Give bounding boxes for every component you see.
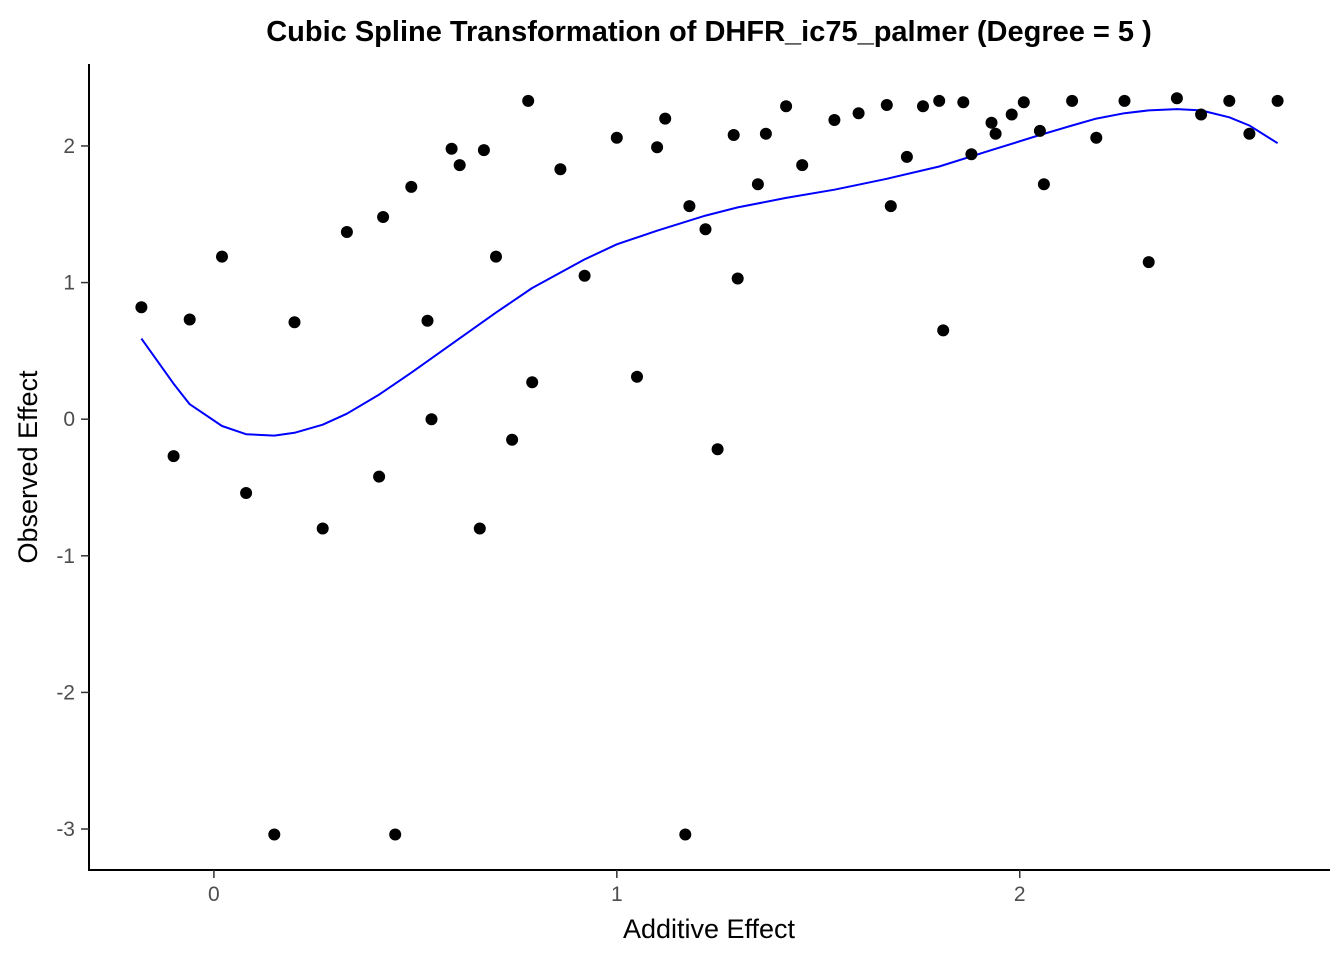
data-point-60	[1195, 108, 1208, 121]
data-point-26	[631, 370, 643, 383]
data-point-20	[506, 433, 519, 446]
data-point-61	[1223, 94, 1236, 107]
data-point-18	[477, 144, 490, 157]
data-point-41	[880, 99, 893, 111]
data-point-9	[373, 470, 386, 483]
data-point-44	[917, 100, 929, 113]
x-tick-label-2: 2	[1014, 883, 1026, 906]
data-point-62	[1243, 127, 1256, 140]
data-point-45	[933, 94, 946, 107]
data-point-10	[377, 211, 390, 223]
data-point-47	[957, 96, 970, 109]
data-point-34	[731, 272, 744, 285]
data-point-33	[727, 129, 740, 141]
data-point-8	[340, 226, 353, 238]
data-point-39	[828, 114, 841, 126]
data-point-36	[759, 127, 772, 140]
data-point-46	[937, 324, 950, 337]
y-tick-label-0: -3	[56, 818, 75, 841]
data-point-3	[216, 250, 228, 263]
data-point-27	[651, 141, 664, 154]
data-point-7	[316, 522, 329, 535]
data-point-43	[900, 150, 913, 163]
data-point-38	[796, 159, 809, 172]
data-point-31	[699, 223, 712, 236]
data-point-30	[683, 200, 696, 213]
data-point-57	[1118, 94, 1131, 107]
data-point-59	[1170, 92, 1183, 105]
data-point-22	[526, 376, 539, 389]
data-point-29	[679, 828, 692, 841]
data-point-54	[1037, 178, 1050, 191]
data-point-19	[490, 250, 502, 263]
data-point-12	[405, 180, 418, 193]
chart-title: Cubic Spline Transformation of DHFR_ic75…	[266, 16, 1152, 48]
data-point-48	[965, 148, 978, 161]
data-point-17	[473, 522, 486, 535]
data-point-50	[989, 127, 1002, 140]
data-point-56	[1090, 131, 1103, 144]
data-point-53	[1033, 124, 1046, 137]
y-tick-label-3: 0	[63, 408, 75, 431]
plot-area	[135, 92, 1284, 841]
data-point-21	[522, 94, 535, 107]
data-point-55	[1066, 94, 1079, 107]
data-point-4	[240, 487, 253, 499]
y-axis-ticks: -3 -2 -1 0 1 2	[56, 135, 89, 841]
data-point-13	[421, 314, 434, 327]
x-tick-label-1: 1	[611, 883, 623, 906]
data-point-25	[610, 131, 623, 144]
data-point-49	[985, 116, 998, 129]
x-tick-label-0: 0	[208, 883, 220, 906]
y-tick-label-5: 2	[63, 135, 75, 158]
y-tick-label-1: -2	[56, 681, 75, 704]
data-point-1	[167, 450, 180, 463]
data-point-28	[659, 112, 672, 125]
data-point-52	[1017, 96, 1030, 109]
data-point-0	[135, 301, 148, 314]
data-point-63	[1271, 94, 1284, 107]
data-point-15	[445, 142, 458, 155]
data-point-14	[425, 413, 438, 426]
data-point-37	[780, 100, 793, 113]
data-point-35	[751, 178, 764, 191]
data-point-40	[852, 107, 865, 120]
data-point-42	[884, 200, 897, 213]
data-point-2	[183, 313, 196, 326]
data-point-24	[578, 269, 591, 282]
data-point-32	[711, 443, 724, 456]
x-axis-ticks: 0 1 2	[208, 870, 1026, 906]
data-point-5	[268, 828, 281, 841]
data-point-58	[1142, 256, 1155, 269]
y-tick-label-4: 1	[63, 272, 75, 295]
y-tick-label-2: -1	[56, 545, 75, 568]
data-point-23	[554, 163, 567, 176]
x-axis-label: Additive Effect	[623, 914, 796, 944]
y-axis-label: Observed Effect	[13, 370, 43, 564]
data-point-16	[453, 159, 466, 172]
spline-line	[140, 108, 1279, 437]
data-point-6	[288, 316, 301, 329]
data-point-51	[1005, 108, 1018, 121]
data-point-11	[389, 828, 402, 841]
